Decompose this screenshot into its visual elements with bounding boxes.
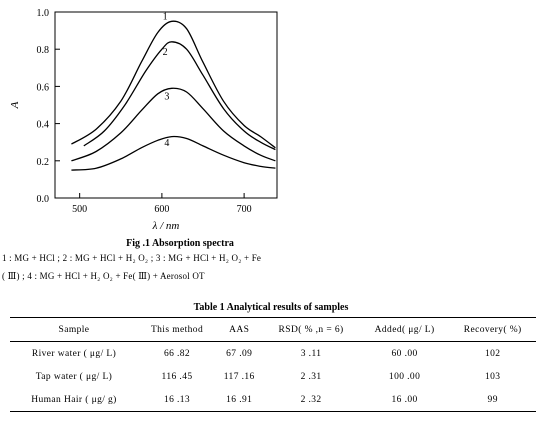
plot-frame (54, 11, 278, 199)
y-tick-label: 0.4 (37, 120, 50, 131)
figure-title: Fig .1 Absorption spectra (126, 238, 234, 249)
curve-label-4: 4 (164, 138, 169, 149)
absorption-spectra-chart: 0.0 0.2 0.4 0.6 0.8 1.0 500 600 700 1 2 3 4 A λ / … (9, 8, 278, 232)
curve-label-2: 2 (163, 47, 168, 58)
table-cell: 2 .31 (300, 371, 322, 382)
header-cell: This method (150, 324, 204, 335)
series-layer (71, 20, 276, 171)
table-title: Table 1 Analytical results of samples (193, 302, 349, 313)
table-cell: 16 .00 (391, 394, 418, 405)
figure-legend-line-1: 1 : MG + HCl ; 2 : MG + HCl + H₂ O₂ ; 3 … (2, 253, 262, 263)
y-tick-label: 0.8 (37, 45, 50, 56)
y-axis-label: A (9, 101, 21, 109)
x-axis: 500 600 700 (72, 193, 252, 215)
y-tick-label: 1.0 (37, 8, 50, 19)
header-cell: Added( μg/ L) (374, 324, 435, 335)
x-tick-label: 600 (154, 204, 169, 215)
table-cell: River water ( μg/ L) (31, 348, 117, 359)
x-axis-label: λ / nm (152, 220, 180, 232)
table-cell: Tap water ( μg/ L) (35, 371, 113, 382)
curve-label-1: 1 (163, 11, 168, 22)
table-cell: 103 (484, 371, 501, 382)
table-cell: Human Hair ( μg/ g) (31, 394, 117, 405)
table-cell: 66 .82 (163, 348, 191, 359)
x-tick-label: 700 (237, 204, 252, 215)
table-cell: 100 .00 (388, 371, 421, 382)
table-cell: 2 .32 (300, 394, 322, 405)
y-tick-label: 0.6 (37, 82, 50, 93)
table-cell: 67 .09 (226, 348, 253, 359)
table-cell: 99 (487, 394, 498, 405)
series-line-2 (83, 41, 276, 151)
table-cell: 16 .91 (226, 394, 253, 405)
header-cell: AAS (229, 324, 250, 335)
table-row: River water ( μg/ L) 66 .82 67 .09 3 .11… (10, 342, 536, 366)
series-line-3 (71, 87, 276, 162)
y-tick-label: 0.0 (37, 194, 50, 205)
table-cell: 16 .13 (163, 394, 191, 405)
figure-legend-line-2: ( Ⅲ) ; 4 : MG + HCl + H₂ O₂ + Fe( Ⅲ) + A… (2, 271, 205, 281)
table-row: Tap water ( μg/ L) 116 .45 117 .16 2 .31… (10, 365, 536, 388)
table-row: Human Hair ( μg/ g) 16 .13 16 .91 2 .32 … (10, 388, 536, 412)
table-cell: 60 .00 (391, 348, 418, 359)
series-line-4 (71, 135, 276, 171)
table-cell: 102 (484, 348, 501, 359)
series-line-1 (71, 20, 276, 149)
header-cell: Sample (58, 324, 90, 335)
table-header-row: Sample This method AAS RSD( % ,n = 6) Ad… (10, 317, 536, 342)
y-axis: 0.0 0.2 0.4 0.6 0.8 1.0 (37, 8, 60, 205)
table-cell: 116 .45 (161, 371, 193, 382)
x-tick-label: 500 (72, 204, 87, 215)
y-tick-label: 0.2 (37, 157, 50, 168)
table-cell: 117 .16 (223, 371, 255, 382)
curve-label-layer: 1 2 3 4 (163, 11, 170, 148)
analytical-results-table: Sample This method AAS RSD( % ,n = 6) Ad… (10, 317, 536, 412)
header-cell: RSD( % ,n = 6) (278, 324, 344, 335)
table-cell: 3 .11 (300, 348, 322, 359)
curve-label-3: 3 (164, 91, 169, 102)
header-cell: Recovery( %) (463, 324, 522, 335)
